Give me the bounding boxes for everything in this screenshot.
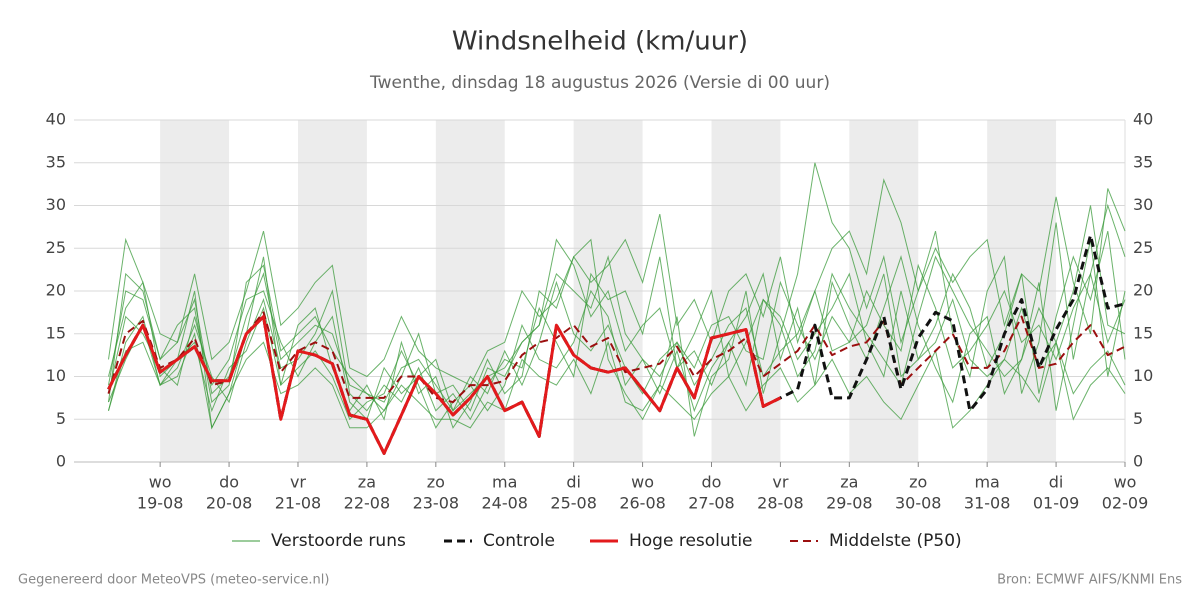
y-tick-label: 5 xyxy=(56,409,66,428)
x-tick-date: 01-09 xyxy=(1033,494,1080,513)
y-tick-label: 10 xyxy=(46,366,66,385)
y-tick-label: 30 xyxy=(46,195,66,214)
footer-left: Gegenereerd door MeteoVPS (meteo-service… xyxy=(18,573,329,588)
x-tick-label: za xyxy=(358,473,376,492)
y-tick-label: 35 xyxy=(46,152,66,171)
x-tick-label: di xyxy=(566,473,581,492)
x-tick-date: 26-08 xyxy=(619,494,666,513)
chart-title: Windsnelheid (km/uur) xyxy=(452,27,748,57)
x-tick-label: zo xyxy=(909,473,927,492)
x-tick-label: wo xyxy=(149,473,172,492)
y-tick-label: 40 xyxy=(46,110,66,129)
y2-tick-label: 40 xyxy=(1133,110,1153,129)
x-tick-date: 19-08 xyxy=(137,494,184,513)
y2-tick-label: 5 xyxy=(1133,409,1143,428)
x-tick-date: 20-08 xyxy=(206,494,253,513)
x-tick-date: 22-08 xyxy=(344,494,391,513)
x-tick-date: 27-08 xyxy=(688,494,735,513)
ensemble-line xyxy=(108,230,1126,412)
x-tick-date: 29-08 xyxy=(826,494,873,513)
x-tick-date: 24-08 xyxy=(481,494,528,513)
y-tick-label: 0 xyxy=(56,452,66,471)
y-tick-label: 15 xyxy=(46,323,66,342)
x-tick-date: 25-08 xyxy=(550,494,597,513)
legend-label: Controle xyxy=(483,531,555,551)
y2-tick-label: 15 xyxy=(1133,323,1153,342)
legend-label: Verstoorde runs xyxy=(271,531,406,551)
x-tick-date: 30-08 xyxy=(895,494,942,513)
x-tick-date: 31-08 xyxy=(964,494,1011,513)
x-tick-label: di xyxy=(1049,473,1064,492)
x-tick-label: zo xyxy=(427,473,445,492)
x-tick-label: wo xyxy=(1114,473,1137,492)
ensemble-line xyxy=(108,178,1126,386)
ensemble-line xyxy=(108,255,1126,429)
series-line xyxy=(107,315,782,455)
x-tick-date: 28-08 xyxy=(757,494,804,513)
chart-subtitle: Twenthe, dinsdag 18 augustus 2026 (Versi… xyxy=(369,73,830,93)
y-tick-label: 20 xyxy=(46,281,66,300)
x-tick-date: 23-08 xyxy=(413,494,460,513)
legend-label: Middelste (P50) xyxy=(829,531,962,551)
x-tick-label: do xyxy=(219,473,239,492)
x-tick-label: do xyxy=(702,473,722,492)
x-tick-label: vr xyxy=(772,473,788,492)
x-tick-date: 21-08 xyxy=(275,494,322,513)
y-tick-label: 25 xyxy=(46,238,66,257)
y2-tick-label: 35 xyxy=(1133,152,1153,171)
footer-right: Bron: ECMWF AIFS/KNMI Ens xyxy=(997,573,1182,588)
ensemble-line xyxy=(108,263,1126,421)
x-tick-date: 02-09 xyxy=(1102,494,1149,513)
y2-tick-label: 10 xyxy=(1133,366,1153,385)
y2-tick-label: 0 xyxy=(1133,452,1143,471)
y2-tick-label: 30 xyxy=(1133,195,1153,214)
ensemble-line xyxy=(108,332,1126,430)
x-tick-label: wo xyxy=(631,473,654,492)
x-tick-label: ma xyxy=(492,473,517,492)
y2-tick-label: 20 xyxy=(1133,281,1153,300)
x-tick-label: za xyxy=(840,473,858,492)
x-tick-label: ma xyxy=(974,473,999,492)
x-tick-label: vr xyxy=(290,473,306,492)
ensemble-line xyxy=(108,239,1126,421)
y2-tick-label: 25 xyxy=(1133,238,1153,257)
legend-label: Hoge resolutie xyxy=(629,531,753,551)
